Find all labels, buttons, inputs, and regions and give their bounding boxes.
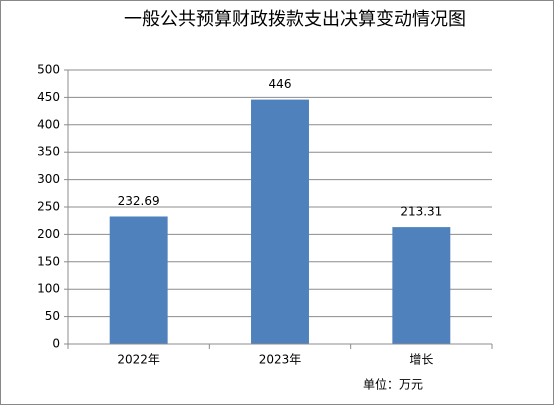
y-tick-label: 350	[37, 145, 60, 159]
y-tick-label: 200	[37, 227, 60, 241]
y-tick-label: 100	[37, 282, 60, 296]
bar	[251, 99, 309, 344]
y-tick-label: 150	[37, 254, 60, 268]
bar	[109, 216, 168, 344]
y-tick-label: 450	[37, 90, 60, 104]
x-tick-label: 2023年	[259, 353, 302, 367]
y-tick-label: 0	[52, 337, 60, 351]
y-tick-label: 300	[37, 172, 60, 186]
x-tick-label: 2022年	[117, 353, 160, 367]
data-label: 232.69	[118, 194, 160, 208]
y-tick-label: 500	[37, 63, 60, 77]
y-tick-label: 400	[37, 117, 60, 131]
data-label: 213.31	[400, 205, 442, 219]
bar	[392, 227, 451, 344]
x-tick-label: 增长	[409, 353, 433, 367]
data-label: 446	[269, 77, 292, 91]
y-tick-label: 250	[37, 200, 60, 214]
unit-note: 单位：万元	[363, 377, 423, 392]
chart-title: 一般公共预算财政拨款支出决算变动情况图	[124, 9, 466, 29]
y-tick-label: 50	[45, 309, 60, 323]
